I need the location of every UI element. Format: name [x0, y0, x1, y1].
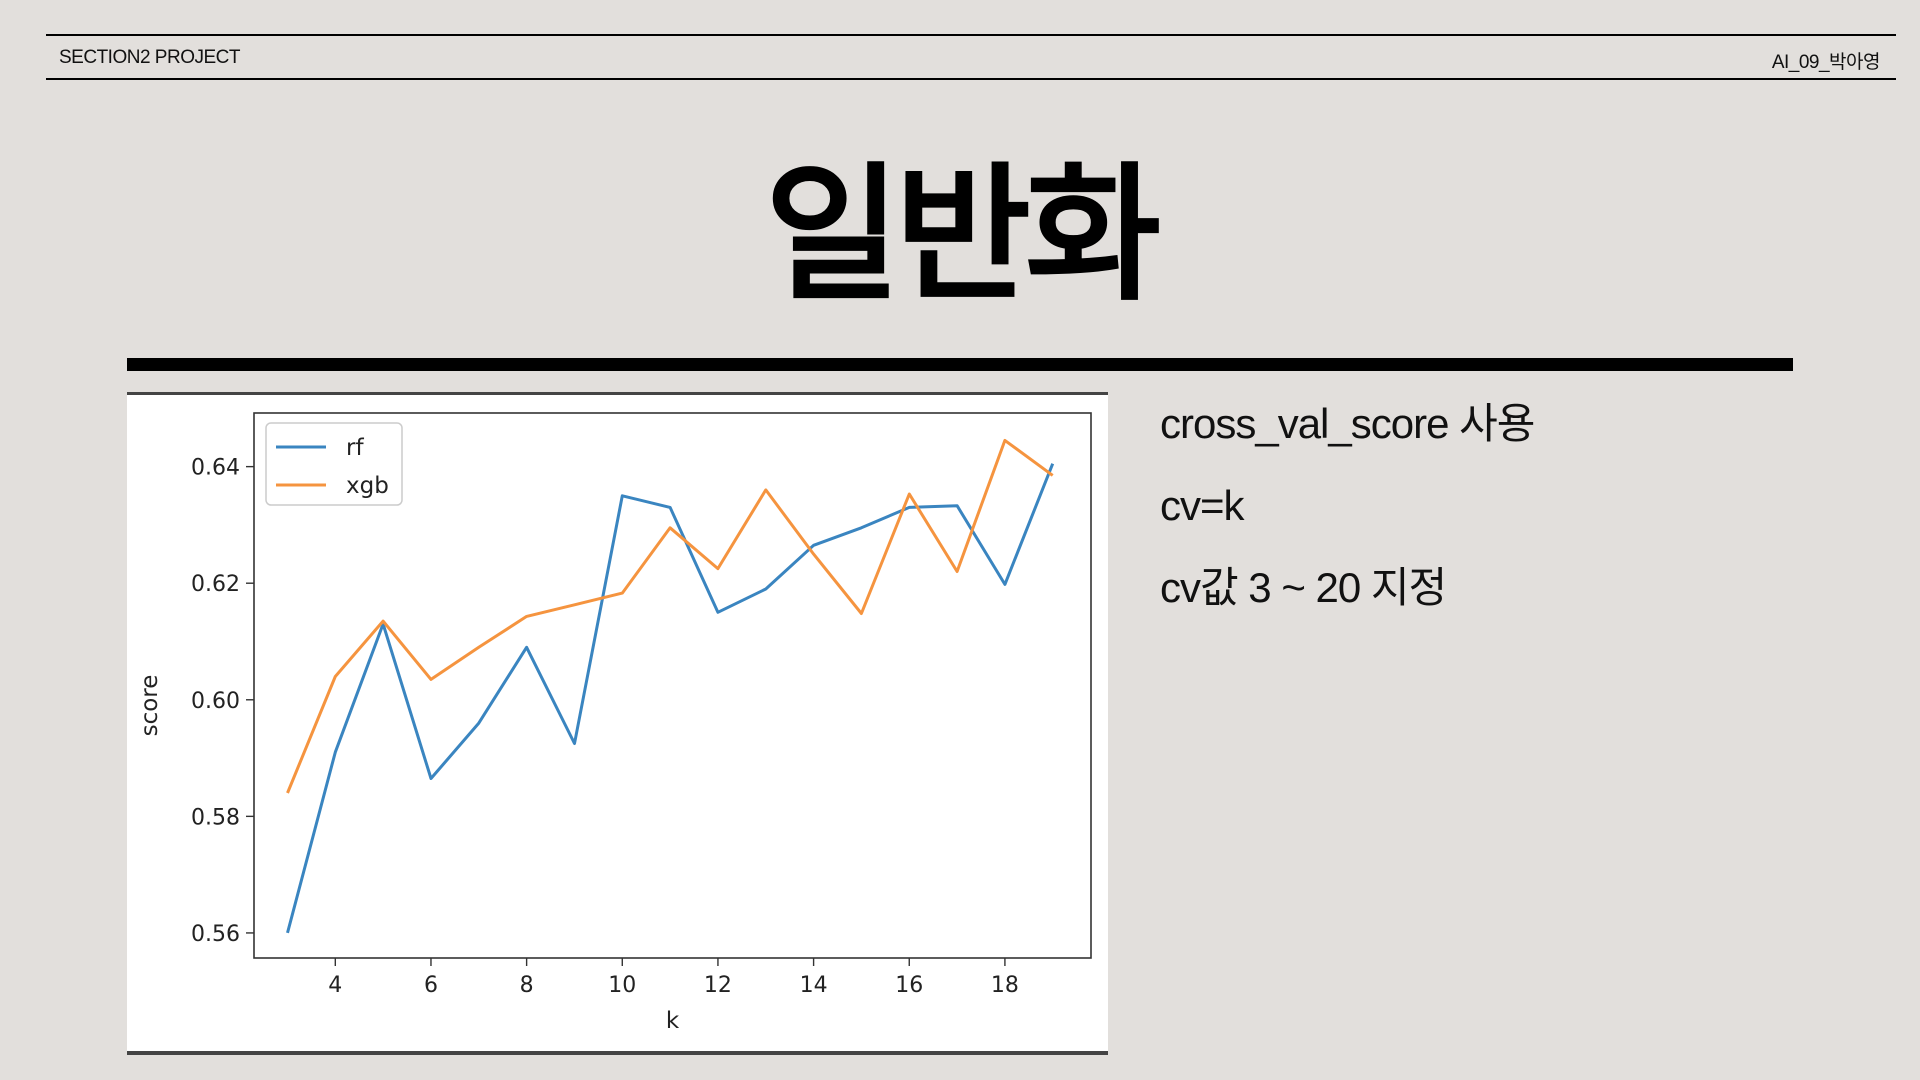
x-tick-label: 4	[328, 973, 342, 998]
notes-list: cross_val_score 사용 cv=k cv값 3 ~ 20 지정	[1160, 394, 1534, 640]
x-tick-label: 16	[895, 973, 923, 998]
chart-panel: 0.56 0.58 0.60 0.62 0.64 4 6 8 10 12 14 16 18 k score r…	[127, 392, 1108, 1055]
x-axis-label: k	[666, 1008, 680, 1034]
note-item: cross_val_score 사용	[1160, 394, 1534, 476]
x-tick-label: 14	[800, 973, 828, 998]
y-tick-label: 0.64	[191, 456, 240, 481]
y-tick-label: 0.62	[191, 572, 240, 597]
y-axis-label: score	[137, 675, 163, 737]
page-title: 일반화	[0, 150, 1920, 320]
top-bar: SECTION2 PROJECT AI_09_박아영	[46, 34, 1896, 80]
x-tick-label: 8	[520, 973, 534, 998]
legend-label: rf	[346, 435, 364, 461]
y-tick-label: 0.58	[191, 805, 240, 830]
y-tick-label: 0.60	[191, 689, 240, 714]
x-tick-label: 12	[704, 973, 732, 998]
line-chart: 0.56 0.58 0.60 0.62 0.64 4 6 8 10 12 14 16 18 k score r…	[127, 395, 1108, 1055]
divider	[127, 358, 1793, 371]
author-label: AI_09_박아영	[1772, 47, 1880, 74]
note-item: cv=k	[1160, 476, 1534, 558]
x-tick-label: 6	[424, 973, 438, 998]
legend-label: xgb	[346, 473, 389, 499]
series-line-rf	[288, 464, 1053, 933]
y-tick-label: 0.56	[191, 922, 240, 947]
note-item: cv값 3 ~ 20 지정	[1160, 558, 1534, 640]
section-label: SECTION2 PROJECT	[59, 47, 240, 69]
x-tick-label: 10	[608, 973, 636, 998]
x-tick-label: 18	[991, 973, 1019, 998]
